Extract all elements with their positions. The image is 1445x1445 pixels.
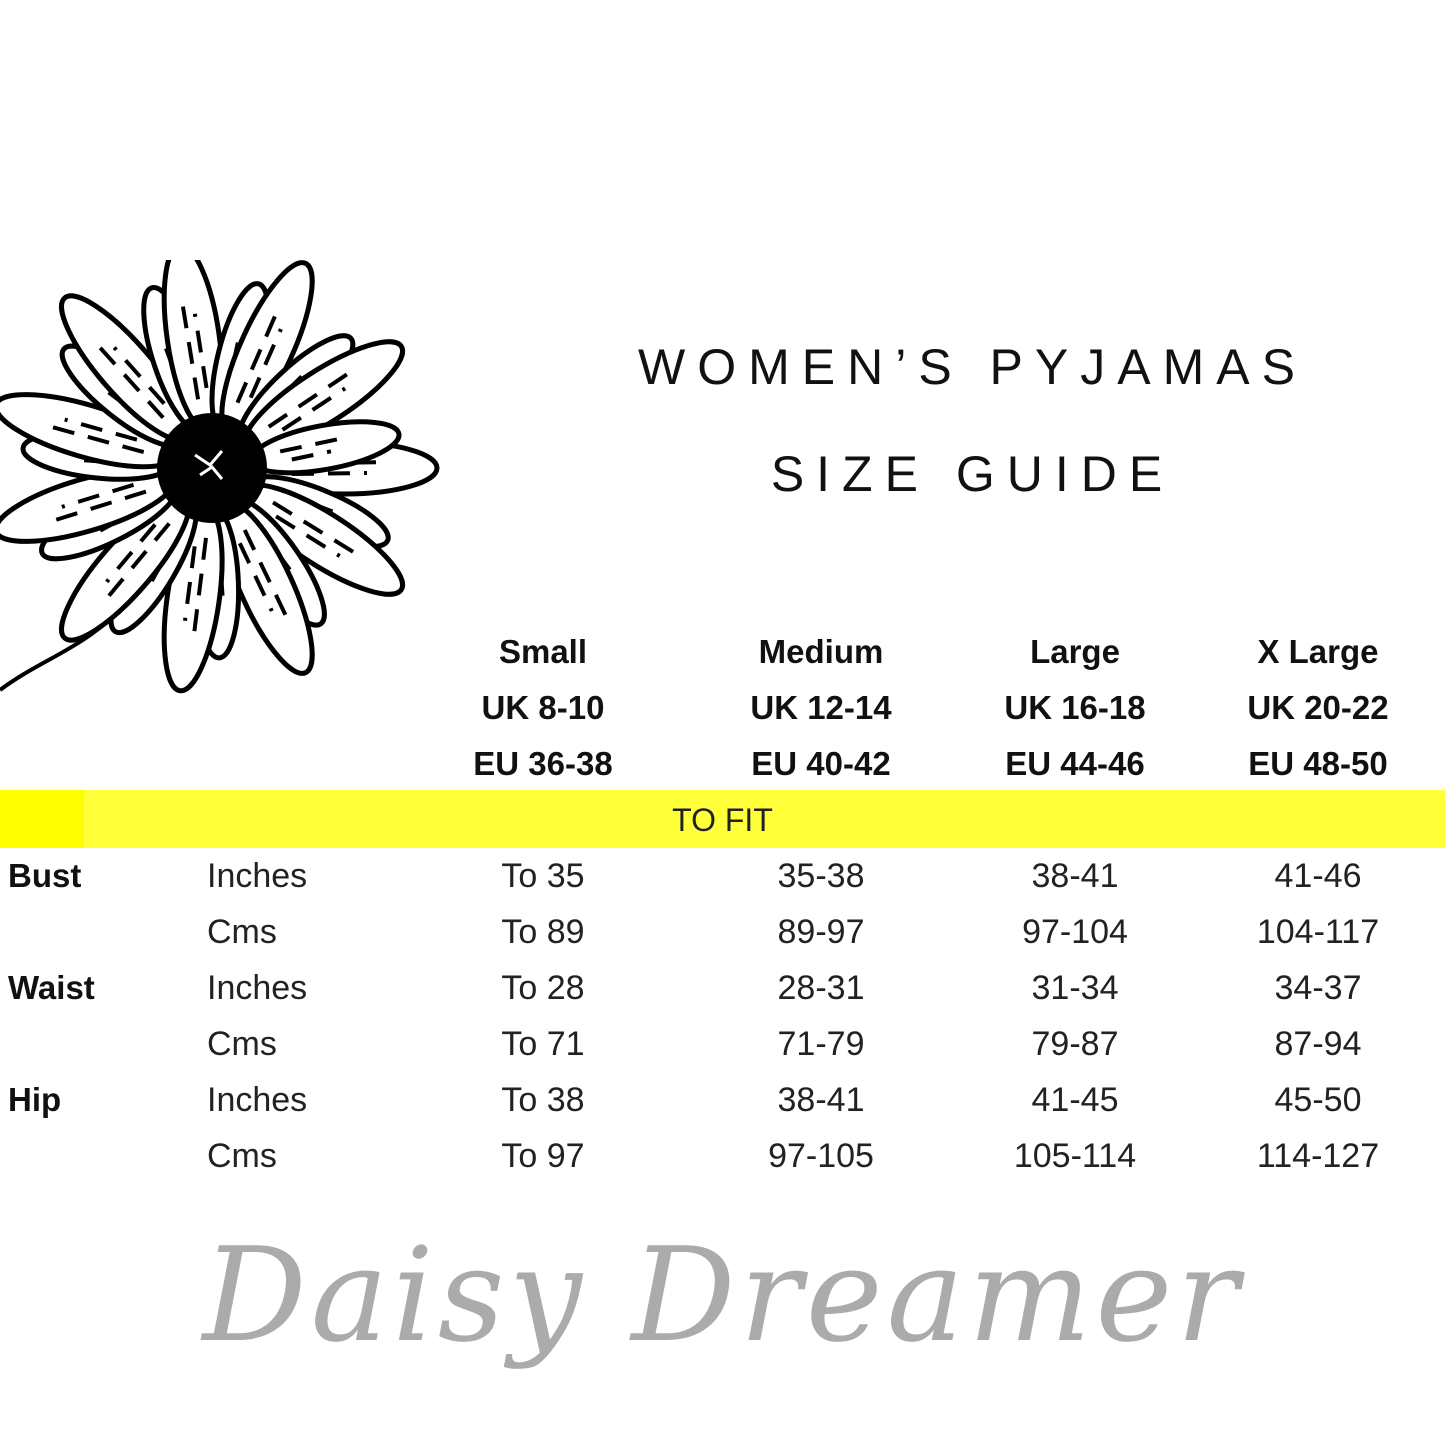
measure-label: Hip: [8, 1081, 62, 1118]
table-cell: 104-117: [1256, 913, 1380, 951]
size-eu: EU 40-42: [751, 745, 891, 782]
size-uk: UK 8-10: [481, 689, 605, 726]
table-cell: To 38: [501, 1081, 585, 1119]
table-cell: 79-87: [1031, 1025, 1119, 1063]
table-cell: To 97: [501, 1137, 585, 1175]
table-cell: To 71: [501, 1025, 585, 1063]
petal-vein: [267, 366, 358, 432]
table-cell: 45-50: [1274, 1081, 1362, 1119]
table-cell: 105-114: [1013, 1137, 1137, 1175]
size-eu: EU 44-46: [1005, 745, 1145, 782]
petal-vein: [279, 434, 350, 462]
unit-label: Inches: [207, 857, 308, 895]
petal-vein: [100, 522, 171, 606]
measure-label: Waist: [8, 969, 95, 1006]
table-cell: 28-31: [777, 969, 865, 1007]
petal-vein: [183, 537, 208, 643]
band-accent: [0, 790, 84, 848]
size-uk: UK 16-18: [1004, 689, 1146, 726]
watermark-logo: Daisy Dreamer: [202, 1219, 1243, 1371]
to-fit-band: [0, 790, 1445, 848]
table-cell: 38-41: [777, 1081, 865, 1119]
table-cell: 35-38: [777, 857, 865, 895]
table-cell: To 89: [501, 913, 585, 951]
size-name: X Large: [1257, 633, 1379, 670]
petal-vein: [235, 305, 283, 404]
title-line-2: SIZE GUIDE: [770, 446, 1175, 502]
table-cell: To 28: [501, 969, 585, 1007]
table-cell: 114-127: [1256, 1137, 1380, 1175]
table-cell: 97-104: [1022, 913, 1128, 951]
size-name: Medium: [758, 633, 884, 670]
size-eu: EU 48-50: [1248, 745, 1388, 782]
table-cell: 38-41: [1031, 857, 1119, 895]
petal-vein: [237, 529, 292, 626]
table-cell: 71-79: [777, 1025, 865, 1063]
petal-vein: [179, 295, 209, 400]
table-cell: 41-46: [1274, 857, 1362, 895]
unit-label: Cms: [207, 1137, 277, 1175]
size-uk: UK 12-14: [750, 689, 892, 726]
unit-label: Inches: [207, 969, 308, 1007]
table-cell: 97-105: [768, 1137, 874, 1175]
table-cell: 41-45: [1031, 1081, 1119, 1119]
size-uk: UK 20-22: [1247, 689, 1389, 726]
petal-vein: [41, 417, 145, 455]
petal-vein: [272, 500, 364, 560]
petal-vein: [45, 482, 147, 525]
table-cell: To 35: [501, 857, 585, 895]
table-cell: 34-37: [1274, 969, 1362, 1007]
measure-label: Bust: [8, 857, 82, 894]
unit-label: Inches: [207, 1081, 308, 1119]
petal-vein: [91, 338, 166, 420]
size-name: Small: [498, 633, 588, 670]
to-fit-label: TO FIT: [672, 802, 773, 838]
unit-label: Cms: [207, 913, 277, 951]
table-cell: 31-34: [1031, 969, 1119, 1007]
title-line-1: WOMEN’S PYJAMAS: [638, 339, 1307, 395]
size-eu: EU 36-38: [473, 745, 613, 782]
daisy-flower-icon: [0, 260, 440, 694]
size-name: Large: [1030, 633, 1120, 670]
table-cell: 87-94: [1274, 1025, 1362, 1063]
unit-label: Cms: [207, 1025, 277, 1063]
table-cell: 89-97: [777, 913, 865, 951]
